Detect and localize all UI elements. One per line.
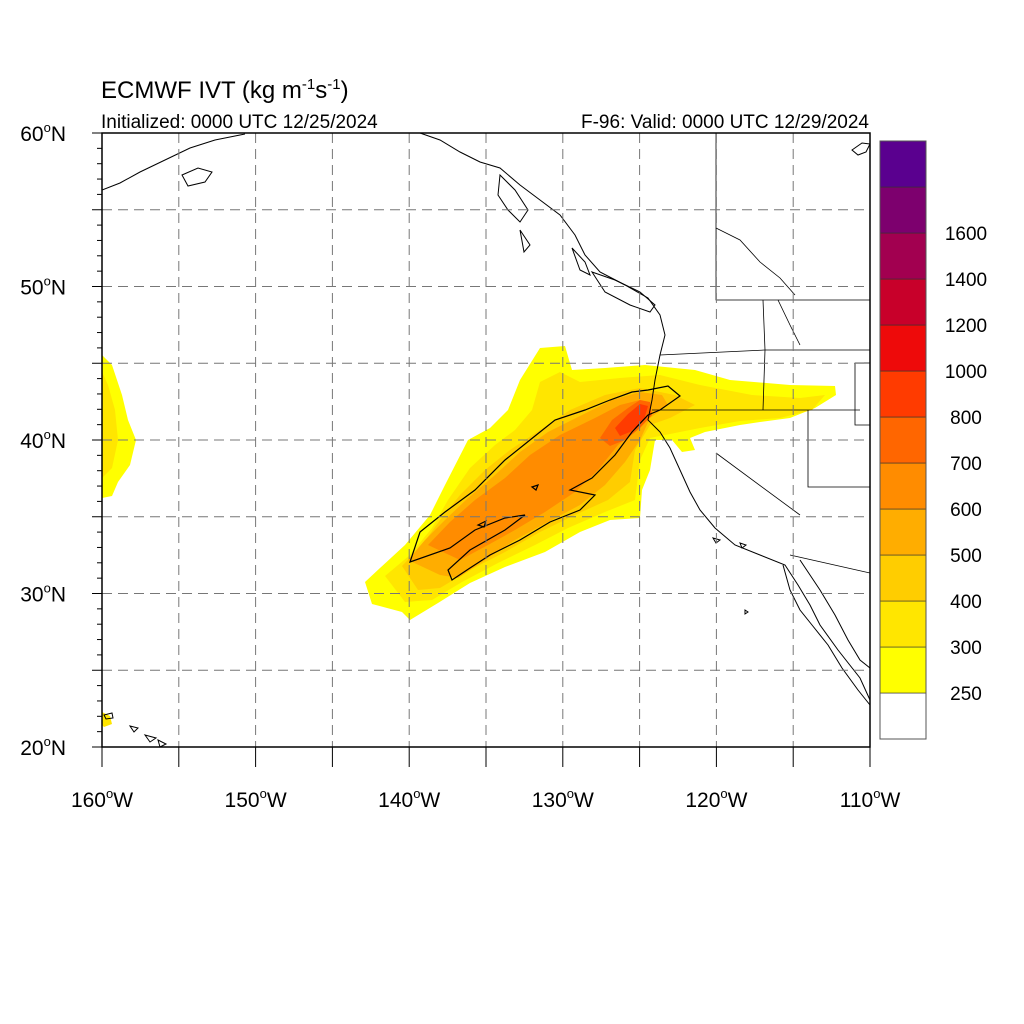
canada-islands (497, 173, 591, 277)
ivt-fill-600-700 (428, 400, 650, 560)
latitude-axis-labels: 60oN 50oN 40oN 30oN 20oN (20, 120, 66, 760)
valid-time-label: F-96: Valid: 0000 UTC 12/29/2024 (581, 112, 869, 133)
lon-label: 120oW (685, 786, 747, 812)
colorbar-label: 400 (950, 592, 982, 613)
colorbar-segment (879, 600, 927, 648)
colorbar-segment (879, 324, 927, 372)
lon-label: 140oW (378, 786, 440, 812)
lon-label: 160oW (71, 786, 133, 812)
colorbar-label: 1400 (945, 270, 987, 291)
alaska-coast (102, 133, 246, 191)
ivt-500-contour (409, 385, 681, 581)
gulf-coast (799, 559, 870, 669)
colorbar-label: 800 (950, 408, 982, 429)
north-america-coast (419, 133, 870, 701)
colorbar-segment (879, 232, 927, 280)
hawaii-island-1 (103, 712, 114, 720)
ivt-colorbar: 250 300 400 500 600 700 800 1000 1200 1400 1600 (879, 140, 987, 740)
lat-label: 60oN (20, 120, 66, 146)
lon-label: 110oW (840, 786, 901, 812)
hudson-island (851, 142, 870, 156)
lat-label: 20oN (20, 734, 66, 760)
lon-label: 150oW (225, 786, 287, 812)
hawaii-island-2 (128, 725, 168, 747)
colorbar-label: 700 (950, 454, 982, 475)
colorbar-label: 1600 (945, 224, 987, 245)
colorbar-label: 1200 (945, 316, 987, 337)
colorbar-segment (879, 140, 927, 188)
map-plot-area (102, 133, 870, 747)
graticule (102, 133, 870, 747)
colorbar-segment (879, 186, 927, 234)
political-boundaries (652, 133, 870, 574)
lat-label: 30oN (20, 581, 66, 607)
colorbar-label: 500 (950, 546, 982, 567)
colorbar-segment (879, 646, 927, 694)
figure-title: ECMWF IVT (kg m-1s-1) (101, 76, 349, 104)
axis-ticks (92, 132, 871, 767)
init-time-label: Initialized: 0000 UTC 12/25/2024 (101, 112, 378, 133)
colorbar-segment (879, 278, 927, 326)
vancouver-island (590, 271, 656, 313)
longitude-axis-labels: 160oW 150oW 140oW 130oW 120oW 110oW (71, 786, 901, 812)
ivt-fill-left-core (102, 372, 118, 478)
colorbar-label: 1000 (945, 362, 987, 383)
lat-label: 40oN (20, 427, 66, 453)
colorbar-segment (879, 462, 927, 510)
lon-label: 130oW (532, 786, 594, 812)
colorbar-segment (879, 692, 927, 740)
lat-label: 50oN (20, 274, 66, 300)
colorbar-segment (879, 508, 927, 556)
colorbar-segment (879, 416, 927, 464)
colorbar-label: 600 (950, 500, 982, 521)
alaska-islands (181, 167, 213, 187)
colorbar-segment (879, 554, 927, 602)
colorbar-label: 250 (950, 684, 982, 705)
colorbar-segment (879, 370, 927, 418)
colorbar-label: 300 (950, 638, 982, 659)
colorbar-frame (879, 140, 927, 740)
